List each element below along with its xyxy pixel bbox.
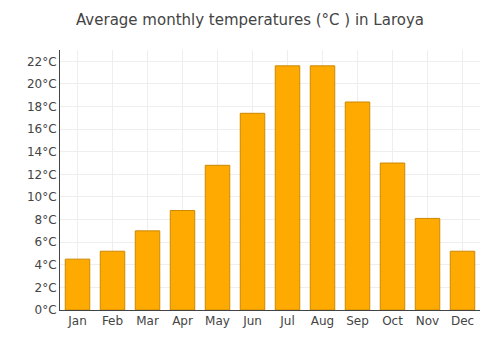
svg-text:12°C: 12°C [27,168,57,182]
svg-text:Sep: Sep [346,314,369,328]
svg-text:Aug: Aug [311,314,334,328]
svg-text:18°C: 18°C [27,100,57,114]
svg-text:22°C: 22°C [27,55,57,69]
svg-text:4°C: 4°C [35,258,57,272]
svg-text:Average monthly temperatures (: Average monthly temperatures (°C ) in La… [76,11,424,29]
svg-text:14°C: 14°C [27,145,57,159]
svg-text:Dec: Dec [451,314,474,328]
svg-text:16°C: 16°C [27,122,57,136]
svg-text:Jan: Jan [67,314,87,328]
svg-text:8°C: 8°C [35,213,57,227]
svg-text:Oct: Oct [382,314,403,328]
svg-text:Feb: Feb [102,314,123,328]
svg-text:Apr: Apr [172,314,193,328]
svg-text:Jun: Jun [242,314,262,328]
svg-text:May: May [205,314,230,328]
svg-text:Jul: Jul [279,314,294,328]
svg-text:2°C: 2°C [35,281,57,295]
svg-text:Mar: Mar [136,314,159,328]
svg-text:6°C: 6°C [35,235,57,249]
svg-text:Nov: Nov [416,314,439,328]
svg-text:0°C: 0°C [35,303,57,317]
svg-text:10°C: 10°C [27,190,57,204]
svg-text:20°C: 20°C [27,77,57,91]
